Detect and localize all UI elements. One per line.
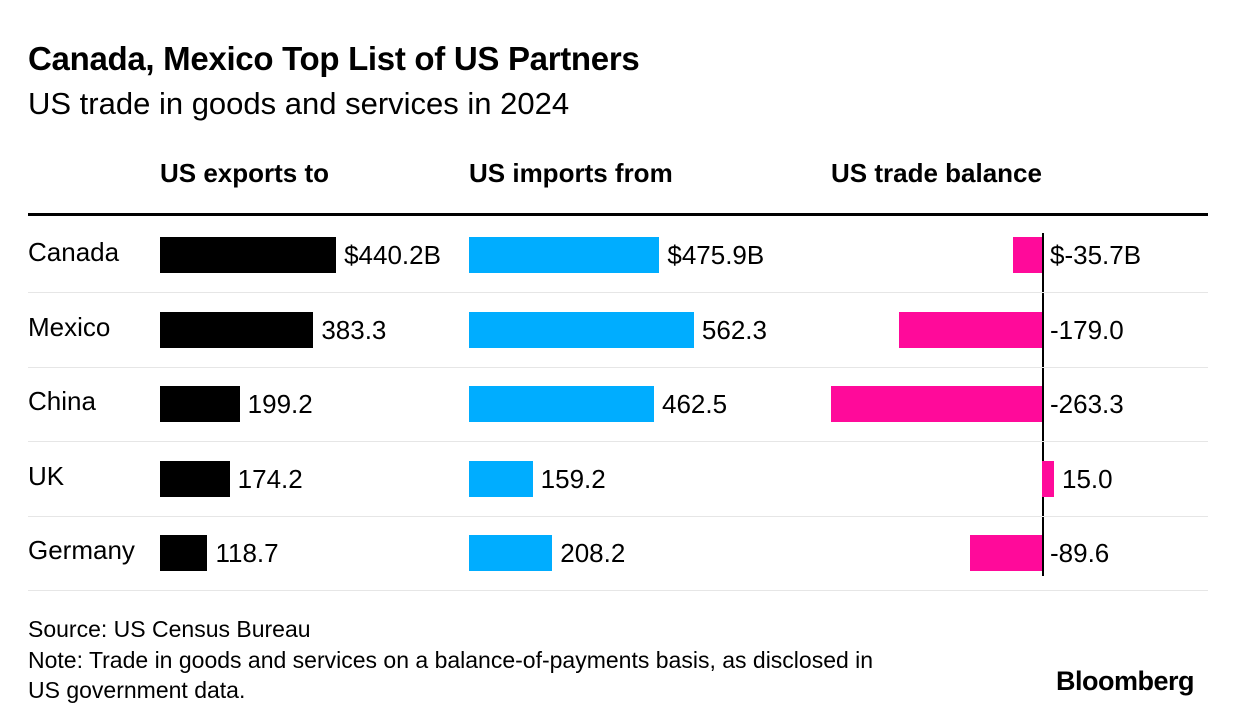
balance-value-label: -89.6 <box>1050 538 1110 568</box>
exports-bar <box>160 237 337 273</box>
exports-value-label: $440.2B <box>344 240 441 270</box>
imports-value-label: 159.2 <box>540 463 606 494</box>
balance-bar <box>1042 460 1054 497</box>
exports-bar <box>160 460 230 497</box>
exports-value-label: 118.7 <box>215 538 279 568</box>
balance-value-label: -263.3 <box>1050 389 1124 419</box>
header-rule <box>28 213 1208 216</box>
exports-bar <box>160 311 314 348</box>
country-label: UK <box>28 460 65 491</box>
bloomberg-logo: Bloomberg <box>1056 666 1195 696</box>
balance-bar <box>1013 237 1042 273</box>
imports-column-header: US imports from <box>469 158 673 188</box>
imports-value-label: $475.9B <box>667 240 765 270</box>
imports-value-label: 462.5 <box>662 389 728 419</box>
row-separator <box>28 292 1208 293</box>
balance-column-header: US trade balance <box>831 158 1042 188</box>
imports-bar <box>469 386 654 422</box>
row-separator <box>28 515 1208 517</box>
imports-bar <box>469 460 533 497</box>
balance-value-label: 15.0 <box>1062 463 1113 494</box>
row-separator <box>28 366 1208 368</box>
imports-bar <box>469 237 660 273</box>
exports-value-label: 383.3 <box>321 314 387 345</box>
balance-bar <box>831 386 1042 422</box>
imports-value-label: 562.3 <box>701 314 767 345</box>
balance-bar <box>970 535 1042 571</box>
balance-bar <box>898 311 1042 348</box>
row-separator <box>28 441 1208 442</box>
chart-subtitle: US trade in goods and services in 2024 <box>28 86 570 121</box>
country-label: Mexico <box>28 311 111 342</box>
row-separator <box>28 590 1208 591</box>
exports-column-header: US exports to <box>160 158 330 188</box>
country-label: China <box>28 386 96 416</box>
source-note: Source: US Census Bureau <box>28 616 311 642</box>
balance-zero-line <box>1042 233 1044 576</box>
exports-value-label: 174.2 <box>237 463 303 494</box>
country-label: Canada <box>28 237 120 267</box>
country-label: Germany <box>28 535 135 565</box>
imports-bar <box>469 535 553 571</box>
chart-title: Canada, Mexico Top List of US Partners <box>28 40 640 77</box>
footnote: Note: Trade in goods and services on a b… <box>28 647 874 703</box>
exports-bar <box>160 535 208 571</box>
imports-bar <box>469 311 694 348</box>
balance-value-label: $-35.7B <box>1050 240 1142 270</box>
exports-value-label: 199.2 <box>247 389 313 419</box>
exports-bar <box>160 386 240 422</box>
imports-value-label: 208.2 <box>560 538 626 568</box>
balance-value-label: -179.0 <box>1050 314 1124 345</box>
